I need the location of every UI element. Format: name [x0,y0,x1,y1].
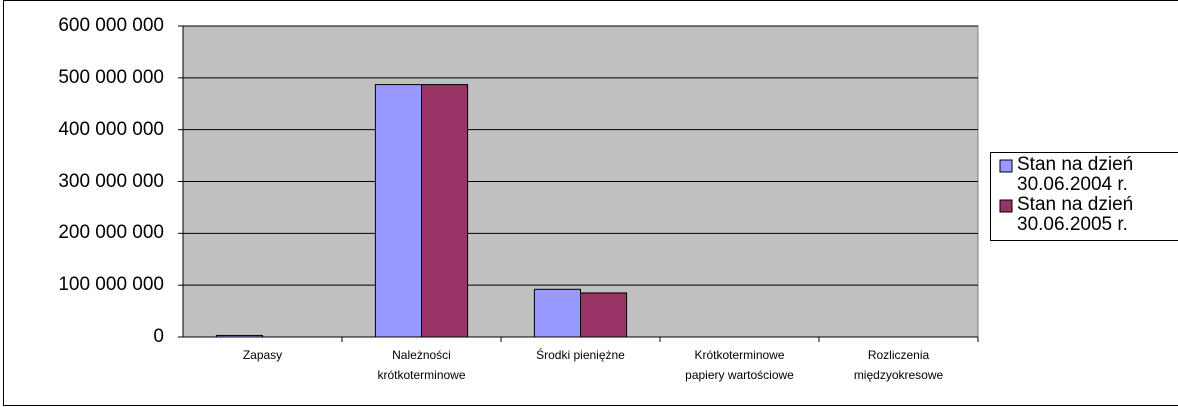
x-tick-label: Należności krótkoterminowe [377,348,466,382]
bar [421,84,469,338]
y-tick-label: 400 000 000 [58,118,164,140]
bar [374,84,423,338]
legend-box [990,152,1178,241]
y-tick-label: 100 000 000 [58,274,164,296]
bar [580,292,628,338]
bar [533,288,582,338]
x-tick-label: Środki pieniężne [536,348,625,362]
y-tick-label: 300 000 000 [58,170,164,192]
x-tick-label: Zapasy [242,348,283,362]
legend-swatch [999,159,1013,173]
legend-label: Stan na dzień 30.06.2004 r. [1017,154,1134,195]
y-tick-label: 600 000 000 [58,15,164,36]
y-tick-label: 500 000 000 [58,66,164,88]
x-tick-label: Rozliczenia międzyokresowe [853,348,944,382]
chart-border [3,0,1178,406]
y-tick-label: 200 000 000 [58,222,164,244]
x-tick-label: Krótkoterminowe papiery wartościowe [685,348,794,382]
y-tick-label: 0 [153,326,164,347]
legend-label: Stan na dzień 30.06.2005 r. [1017,194,1134,235]
bar [215,334,263,338]
legend-swatch [999,199,1013,213]
